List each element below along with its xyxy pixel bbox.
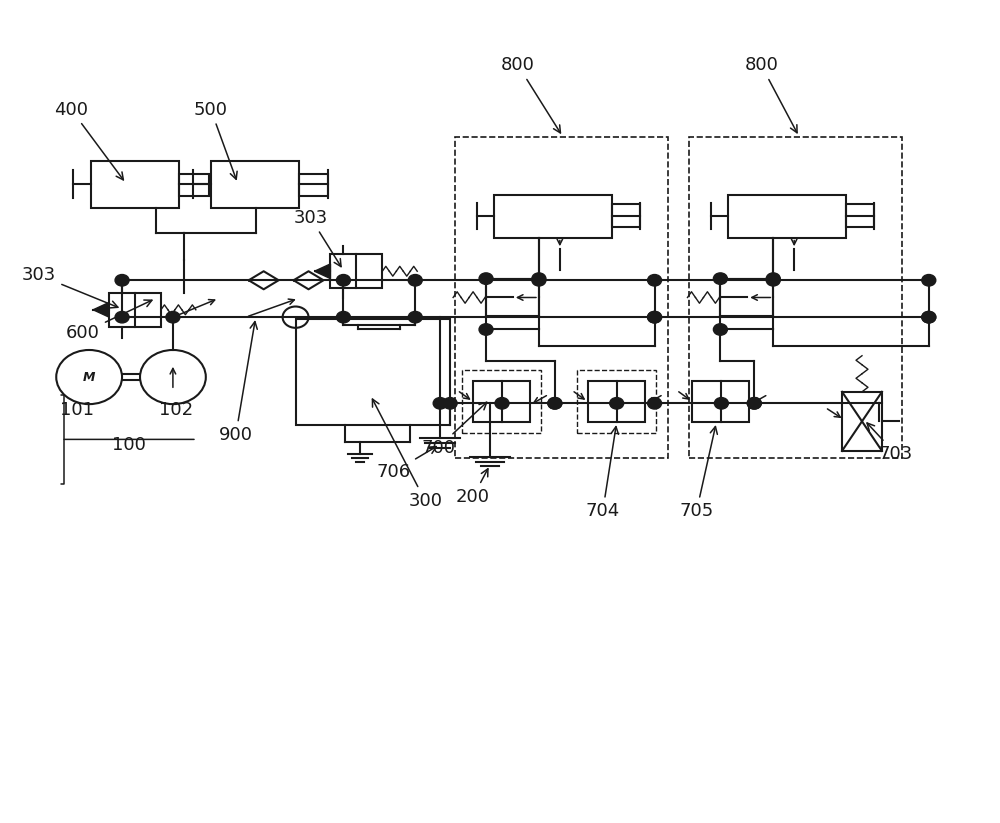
Circle shape [336, 311, 350, 323]
Text: 303: 303 [293, 209, 341, 267]
Bar [486, 279, 539, 316]
Bar [455, 137, 668, 458]
Circle shape [408, 311, 422, 323]
Bar [91, 160, 179, 208]
Text: M: M [83, 370, 95, 384]
Circle shape [115, 275, 129, 286]
Bar [296, 319, 450, 425]
Text: 700: 700 [421, 402, 487, 457]
Bar [692, 381, 749, 422]
Bar [473, 381, 530, 422]
Text: 303: 303 [22, 267, 118, 308]
Circle shape [479, 323, 493, 335]
Circle shape [747, 398, 761, 409]
Circle shape [548, 398, 562, 409]
Circle shape [336, 275, 350, 286]
Text: 600: 600 [66, 300, 152, 342]
Text: 800: 800 [501, 56, 560, 133]
Polygon shape [93, 302, 109, 317]
Text: 400: 400 [54, 100, 123, 180]
Text: 706: 706 [376, 447, 436, 481]
Bar [728, 195, 846, 238]
Text: 704: 704 [586, 426, 620, 520]
Text: 900: 900 [219, 322, 257, 444]
Circle shape [713, 273, 727, 285]
Circle shape [648, 398, 662, 409]
Bar [577, 370, 656, 433]
Text: 703: 703 [867, 423, 913, 463]
Circle shape [747, 398, 761, 409]
Text: 300: 300 [372, 399, 442, 509]
Text: 800: 800 [744, 56, 797, 133]
Bar [612, 204, 640, 227]
Circle shape [766, 275, 780, 286]
Bar [211, 160, 299, 208]
Circle shape [766, 273, 780, 285]
Circle shape [166, 311, 180, 323]
Polygon shape [315, 264, 330, 279]
Circle shape [283, 306, 309, 328]
Circle shape [610, 398, 624, 409]
Circle shape [713, 323, 727, 335]
Circle shape [714, 398, 728, 409]
Circle shape [922, 311, 936, 323]
Circle shape [479, 273, 493, 285]
Circle shape [922, 275, 936, 286]
Circle shape [495, 398, 509, 409]
Text: 705: 705 [679, 426, 717, 520]
Bar [846, 204, 874, 227]
Bar [109, 292, 161, 327]
Circle shape [648, 311, 662, 323]
Text: 500: 500 [194, 100, 237, 179]
Circle shape [922, 311, 936, 323]
Circle shape [115, 311, 129, 323]
Bar [842, 392, 882, 451]
Text: 102: 102 [159, 401, 193, 419]
Bar [462, 370, 541, 433]
Circle shape [532, 273, 546, 285]
Text: 101: 101 [60, 401, 94, 419]
Bar [689, 137, 902, 458]
Bar [179, 174, 209, 196]
Text: 100: 100 [112, 436, 146, 454]
Circle shape [648, 311, 662, 323]
Bar [330, 254, 382, 289]
Circle shape [648, 275, 662, 286]
Circle shape [56, 350, 122, 404]
Bar [588, 381, 645, 422]
Bar [720, 279, 773, 316]
Bar [494, 195, 612, 238]
Circle shape [433, 398, 447, 409]
Circle shape [443, 398, 457, 409]
Circle shape [408, 275, 422, 286]
Circle shape [140, 350, 206, 404]
Circle shape [548, 398, 562, 409]
Text: 200: 200 [456, 469, 490, 505]
Bar [299, 174, 328, 196]
Circle shape [532, 275, 546, 286]
